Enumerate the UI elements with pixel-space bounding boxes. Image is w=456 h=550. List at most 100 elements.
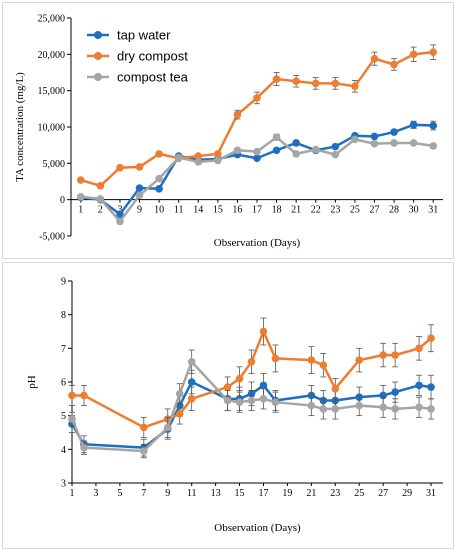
data-point-compost-tea xyxy=(379,403,387,412)
data-point-tap-water xyxy=(292,139,300,147)
y-tick-label: 9 xyxy=(61,277,66,288)
data-point-compost-tea xyxy=(259,395,268,403)
x-tick-label: 15 xyxy=(213,205,223,216)
data-point-dry-compost xyxy=(391,351,399,359)
x-tick-label: 17 xyxy=(252,205,262,216)
data-point-tap-water xyxy=(155,184,163,193)
x-tick-label: 23 xyxy=(330,205,340,216)
y-axis-title: TA concentration (mg/L) xyxy=(14,72,26,182)
legend-marker-tap-water xyxy=(94,31,102,39)
data-point-compost-tea xyxy=(163,423,172,432)
x-tick-label: 22 xyxy=(311,205,321,216)
data-point-compost-tea xyxy=(355,401,364,410)
data-point-compost-tea xyxy=(233,146,242,155)
data-point-tap-water xyxy=(409,121,418,129)
data-point-compost-tea xyxy=(68,415,76,423)
x-tick-label: 9 xyxy=(137,205,142,216)
x-tick-label: 17 xyxy=(258,488,268,499)
data-point-compost-tea xyxy=(429,142,438,150)
data-point-tap-water xyxy=(187,378,196,386)
x-tick-label: 11 xyxy=(174,205,184,216)
data-point-compost-tea xyxy=(292,150,300,158)
x-tick-label: 23 xyxy=(330,488,340,499)
data-point-dry-compost xyxy=(235,374,244,383)
data-point-compost-tea xyxy=(223,396,232,405)
x-tick-label: 16 xyxy=(232,205,242,216)
x-tick-label: 14 xyxy=(193,205,203,216)
x-tick-label: 3 xyxy=(93,488,98,499)
x-tick-label: 9 xyxy=(165,488,170,499)
data-point-compost-tea xyxy=(175,389,184,398)
x-tick-label: 19 xyxy=(282,488,292,499)
data-point-compost-tea xyxy=(307,401,316,410)
data-point-dry-compost xyxy=(135,163,144,171)
data-point-compost-tea xyxy=(415,403,423,412)
data-point-compost-tea xyxy=(390,139,398,147)
data-point-compost-tea xyxy=(194,158,203,166)
data-point-tap-water xyxy=(259,381,268,390)
data-point-dry-compost xyxy=(271,354,280,363)
legend-marker-dry-compost xyxy=(94,52,102,60)
ph-chart-panel: 3 4 5 6 7 8 9 1 3 5 7 9 11 13 15 17 19 21 23 25 27 29 31 Observ… xyxy=(2,262,454,549)
x-tick-label: 21 xyxy=(291,205,301,216)
x-tick-label: 27 xyxy=(378,488,388,499)
x-tick-label: 18 xyxy=(272,205,282,216)
data-point-compost-tea xyxy=(155,174,163,183)
x-tick-label: 7 xyxy=(141,488,146,499)
data-point-compost-tea xyxy=(331,150,340,159)
x-tick-label: 3 xyxy=(117,205,122,216)
data-point-dry-compost xyxy=(175,410,184,418)
x-tick-label: 1 xyxy=(78,205,83,216)
data-point-dry-compost xyxy=(390,60,398,69)
x-tick-label: 21 xyxy=(306,488,316,499)
x-tick-label: 13 xyxy=(211,488,221,499)
x-tick-label: 11 xyxy=(187,488,197,499)
data-point-dry-compost xyxy=(214,150,222,158)
data-point-compost-tea xyxy=(116,217,124,226)
x-tick-label: 31 xyxy=(426,488,436,499)
data-point-compost-tea xyxy=(253,147,261,156)
data-point-dry-compost xyxy=(223,383,232,391)
data-point-dry-compost xyxy=(155,150,163,158)
x-axis-title: Observation (Days) xyxy=(214,522,301,534)
data-point-compost-tea xyxy=(76,192,85,201)
data-point-compost-tea xyxy=(391,405,399,413)
data-point-dry-compost xyxy=(331,384,340,393)
data-point-compost-tea xyxy=(80,443,88,452)
data-point-tap-water xyxy=(370,132,379,141)
ta-chart-panel: -5,000 0 5,000 10,000 15,000 20,000 25,000 1 2 3 9… xyxy=(2,2,454,259)
x-tick-label: 28 xyxy=(389,205,399,216)
data-point-dry-compost xyxy=(351,82,359,91)
data-point-dry-compost xyxy=(259,327,268,336)
data-point-compost-tea xyxy=(187,358,196,366)
data-point-dry-compost xyxy=(370,54,379,63)
y-tick-label: 5 xyxy=(61,411,66,422)
x-tick-label: 29 xyxy=(402,488,412,499)
y-tick-label: 3 xyxy=(61,479,66,490)
data-point-tap-water xyxy=(272,146,281,155)
x-tick-label: 1 xyxy=(70,488,75,499)
data-point-compost-tea xyxy=(331,405,340,413)
data-point-dry-compost xyxy=(187,395,196,403)
data-point-compost-tea xyxy=(427,405,435,413)
data-point-compost-tea xyxy=(247,396,256,405)
data-point-dry-compost xyxy=(194,152,203,160)
data-point-tap-water xyxy=(390,128,398,136)
data-point-dry-compost xyxy=(355,356,364,364)
legend-label-dry-compost: dry compost xyxy=(117,49,188,64)
data-point-compost-tea xyxy=(319,405,328,413)
data-point-compost-tea xyxy=(409,139,418,147)
data-point-tap-water xyxy=(331,142,340,151)
data-point-compost-tea xyxy=(235,398,244,406)
y-tick-label: 10,000 xyxy=(38,123,66,134)
x-tick-label: 31 xyxy=(428,205,438,216)
data-point-dry-compost xyxy=(96,182,105,190)
y-tick-label: 4 xyxy=(61,445,66,456)
data-point-tap-water xyxy=(253,154,261,163)
y-tick-label: 6 xyxy=(61,378,66,389)
data-point-dry-compost xyxy=(233,110,242,119)
data-point-compost-tea xyxy=(271,398,280,406)
data-point-dry-compost xyxy=(429,48,438,56)
